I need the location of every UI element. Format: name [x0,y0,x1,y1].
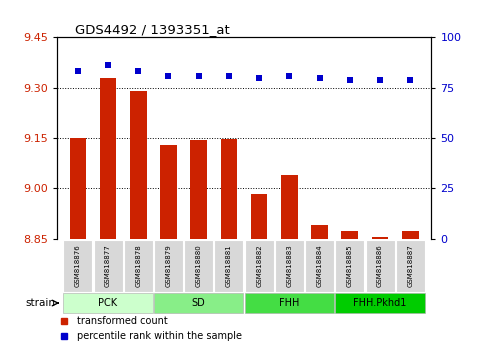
Bar [311,225,328,239]
Text: FHH.Pkhd1: FHH.Pkhd1 [353,298,407,308]
Point [316,75,323,80]
FancyBboxPatch shape [214,240,244,292]
FancyBboxPatch shape [396,240,425,292]
Point [406,77,414,82]
Point [255,75,263,80]
FancyBboxPatch shape [154,240,183,292]
Text: GSM818878: GSM818878 [135,245,141,287]
Text: FHH: FHH [279,298,300,308]
Point [74,69,82,74]
Point [104,63,112,68]
Text: percentile rank within the sample: percentile rank within the sample [77,331,242,341]
Text: transformed count: transformed count [77,316,168,326]
FancyBboxPatch shape [305,240,334,292]
Text: GSM818883: GSM818883 [286,245,292,287]
Bar [402,230,419,239]
Bar [130,91,146,239]
Point [195,73,203,78]
Text: GDS4492 / 1393351_at: GDS4492 / 1393351_at [75,23,230,36]
Text: GSM818882: GSM818882 [256,245,262,287]
Bar [251,194,267,239]
Text: GSM818876: GSM818876 [75,245,81,287]
FancyBboxPatch shape [124,240,153,292]
FancyBboxPatch shape [184,240,213,292]
FancyBboxPatch shape [335,293,425,313]
Text: GSM818877: GSM818877 [105,245,111,287]
Text: SD: SD [192,298,206,308]
FancyBboxPatch shape [154,293,244,313]
Point [165,73,173,78]
FancyBboxPatch shape [245,293,334,313]
Text: GSM818886: GSM818886 [377,245,383,287]
FancyBboxPatch shape [365,240,394,292]
Point [285,73,293,78]
Bar [70,138,86,239]
Text: PCK: PCK [99,298,118,308]
Bar [342,230,358,239]
Bar [160,145,177,239]
Point [134,69,142,74]
Text: GSM818880: GSM818880 [196,245,202,287]
Bar [221,139,237,239]
Text: GSM818879: GSM818879 [166,245,172,287]
FancyBboxPatch shape [335,240,364,292]
FancyBboxPatch shape [245,240,274,292]
Text: GSM818881: GSM818881 [226,245,232,287]
FancyBboxPatch shape [63,293,153,313]
Bar [100,78,116,239]
Text: strain: strain [25,298,55,308]
Text: GSM818887: GSM818887 [407,245,413,287]
FancyBboxPatch shape [94,240,123,292]
Point [346,77,354,82]
Point [376,77,384,82]
Bar [281,175,298,239]
Bar [372,237,388,239]
FancyBboxPatch shape [63,240,92,292]
FancyBboxPatch shape [275,240,304,292]
Bar [190,140,207,239]
Text: GSM818884: GSM818884 [317,245,322,287]
Text: GSM818885: GSM818885 [347,245,353,287]
Point [225,73,233,78]
